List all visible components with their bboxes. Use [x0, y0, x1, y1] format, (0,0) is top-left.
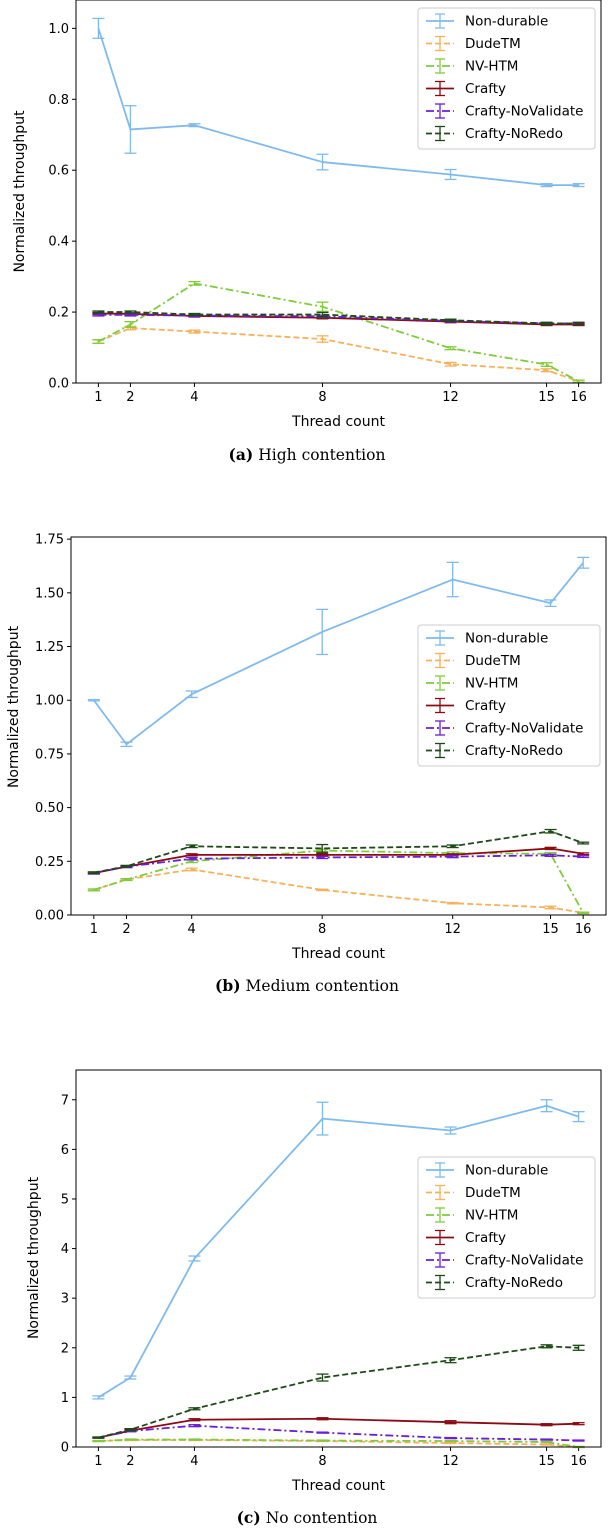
y-tick-label: 4 — [61, 1242, 69, 1257]
plot-frame — [75, 0, 602, 384]
y-tick-label: 1.25 — [35, 640, 64, 655]
x-tick-label: 4 — [190, 1454, 198, 1469]
series-line-crafty — [98, 1417, 579, 1439]
y-tick-label: 2 — [61, 1341, 69, 1356]
legend-box — [417, 7, 596, 150]
caption-tag: (c) — [237, 1508, 261, 1527]
y-tick-label: 0.2 — [48, 306, 69, 321]
legend-label: NV-HTM — [465, 1208, 518, 1224]
legend-label: Crafty-NoRedo — [465, 1275, 563, 1291]
x-tick-label: 12 — [442, 1454, 459, 1469]
y-axis-title: Normalized throughput — [12, 110, 28, 273]
x-tick-label: 1 — [90, 922, 98, 937]
x-tick-label: 4 — [188, 922, 196, 937]
legend-label: Crafty — [465, 1230, 506, 1246]
legend-box — [417, 624, 601, 767]
y-tick-label: 3 — [61, 1292, 69, 1307]
x-tick-label: 8 — [318, 1454, 326, 1469]
y-tick-label: 0.75 — [35, 747, 64, 762]
legend-label: Crafty — [465, 81, 506, 97]
series-line-crafty-novalidate — [98, 1424, 579, 1442]
legend-label: Crafty-NoRedo — [465, 126, 563, 142]
legend-label: NV-HTM — [465, 676, 518, 692]
y-tick-label: 0.8 — [48, 93, 69, 108]
y-axis-title: Normalized throughput — [26, 1176, 42, 1339]
legend-label: DudeTM — [465, 1185, 521, 1201]
y-tick-label: 1.00 — [35, 694, 64, 709]
legend-label: Crafty-NoValidate — [465, 1253, 583, 1269]
x-tick-label: 16 — [570, 1454, 587, 1469]
x-axis-title: Thread count — [291, 946, 385, 962]
legend-label: Non-durable — [465, 1163, 548, 1179]
x-tick-label: 2 — [126, 1454, 134, 1469]
x-tick-label: 8 — [318, 390, 326, 405]
legend-label: DudeTM — [465, 653, 521, 669]
plot-frame — [75, 1069, 602, 1448]
caption-tag: (b) — [215, 976, 241, 995]
y-tick-label: 0.50 — [35, 801, 64, 816]
y-axis-title: Normalized throughput — [6, 625, 22, 788]
y-tick-label: 1 — [61, 1391, 69, 1406]
legend-label: Non-durable — [465, 631, 548, 647]
y-tick-label: 1.50 — [35, 586, 64, 601]
x-tick-label: 2 — [122, 922, 130, 937]
caption: (c) No contention — [237, 1508, 378, 1527]
y-tick-label: 6 — [61, 1143, 69, 1158]
x-tick-label: 16 — [575, 922, 592, 937]
legend: Non-durable DudeTM NV-HTM Crafty Crafty-NoVa… — [417, 7, 596, 150]
y-tick-label: 0.6 — [48, 164, 69, 179]
x-tick-label: 15 — [538, 390, 555, 405]
x-axis-title: Thread count — [291, 1478, 385, 1494]
plot-frame — [70, 536, 607, 916]
caption-tag: (a) — [229, 445, 254, 464]
caption-text: High contention — [258, 446, 385, 464]
caption: (b) Medium contention — [215, 976, 399, 995]
caption: (a) High contention — [229, 445, 386, 464]
series-line-crafty-novalidate — [93, 854, 584, 875]
y-tick-label: 0.4 — [48, 235, 69, 250]
y-tick-label: 0.00 — [35, 909, 64, 924]
x-tick-label: 12 — [442, 390, 459, 405]
x-tick-label: 15 — [538, 1454, 555, 1469]
legend-label: Non-durable — [465, 14, 548, 30]
y-tick-label: 0.0 — [48, 377, 69, 392]
x-tick-label: 2 — [126, 390, 134, 405]
chart-panel-b: Thread count Normalized throughput (b) Me… — [6, 533, 607, 995]
y-tick-label: 7 — [61, 1093, 69, 1108]
caption-text: Medium contention — [246, 977, 399, 995]
series-line-dudetm — [93, 868, 584, 914]
legend-box — [417, 1156, 596, 1299]
legend-label: DudeTM — [465, 36, 521, 52]
y-tick-label: 0 — [61, 1441, 69, 1456]
x-tick-label: 12 — [444, 922, 461, 937]
chart-panel-c: Thread count Normalized throughput (c) No… — [26, 1069, 602, 1527]
x-axis-title: Thread count — [291, 414, 385, 430]
y-tick-label: 1.75 — [35, 533, 64, 548]
y-tick-label: 1.0 — [48, 22, 69, 37]
series-line-dudetm — [98, 327, 579, 383]
y-tick-label: 5 — [61, 1192, 69, 1207]
series-line-nv-htm — [97, 282, 580, 383]
x-tick-label: 16 — [570, 390, 587, 405]
legend: Non-durable DudeTM NV-HTM Crafty Crafty-NoVa… — [417, 1156, 596, 1299]
chart-panel-a: Thread count Normalized throughput (a) Hi… — [12, 0, 602, 464]
legend-label: NV-HTM — [465, 59, 518, 75]
legend: Non-durable DudeTM NV-HTM Crafty Crafty-NoVa… — [417, 624, 601, 767]
caption-text: No contention — [266, 1509, 378, 1527]
x-tick-label: 15 — [542, 922, 559, 937]
legend-label: Crafty-NoRedo — [465, 743, 563, 759]
x-tick-label: 4 — [190, 390, 198, 405]
legend-label: Crafty-NoValidate — [465, 104, 583, 120]
x-tick-label: 1 — [94, 390, 102, 405]
x-tick-label: 8 — [318, 922, 326, 937]
legend-label: Crafty-NoValidate — [465, 721, 583, 737]
y-tick-label: 0.25 — [35, 855, 64, 870]
series-line-crafty — [93, 847, 584, 875]
x-tick-label: 1 — [94, 1454, 102, 1469]
legend-label: Crafty — [465, 698, 506, 714]
